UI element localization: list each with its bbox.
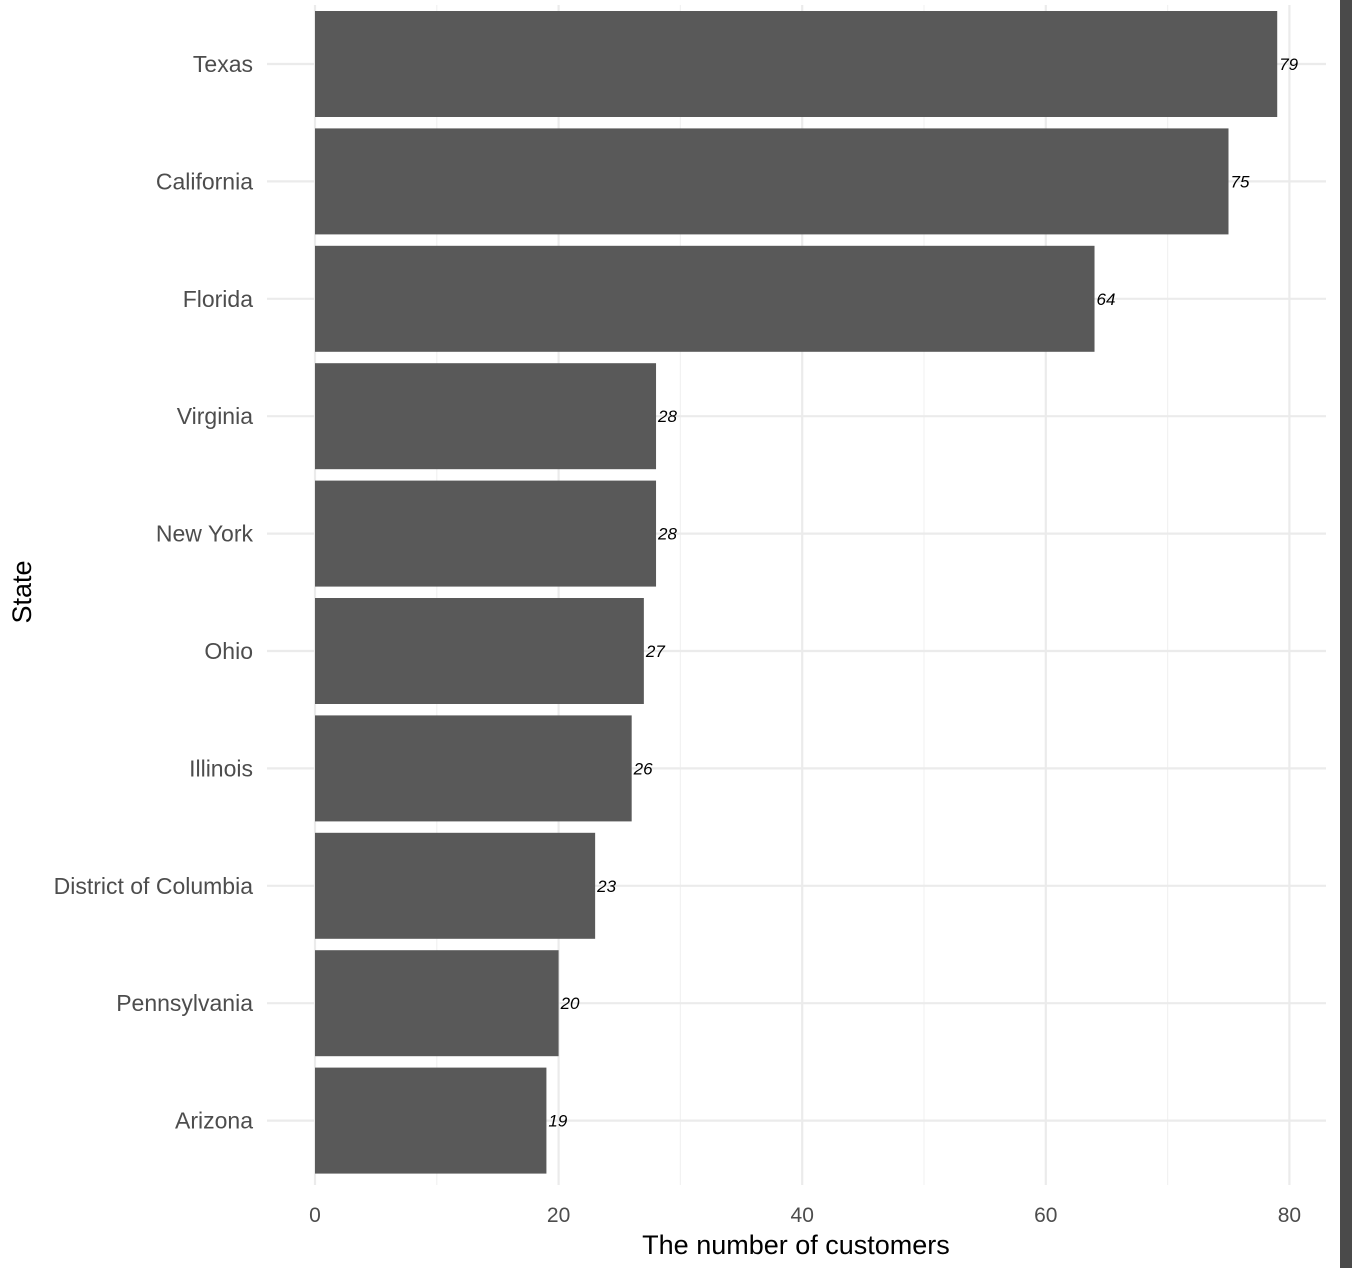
y-category-label: Pennsylvania — [116, 990, 253, 1016]
bar — [315, 245, 1095, 352]
x-tick-label: 20 — [547, 1204, 570, 1227]
data-label: 79 — [1279, 55, 1298, 74]
y-category-label: Illinois — [189, 755, 253, 781]
bar — [315, 1067, 547, 1174]
data-label: 28 — [657, 407, 677, 426]
y-category-label: Ohio — [204, 638, 253, 664]
x-tick-label: 60 — [1034, 1204, 1057, 1227]
y-axis-category-labels: Texas California Florida Virginia New York Oh… — [54, 51, 254, 1134]
y-category-label: Texas — [193, 51, 253, 77]
x-tick-label: 40 — [791, 1204, 814, 1227]
data-label: 28 — [657, 525, 677, 544]
data-label: 27 — [645, 642, 665, 661]
x-axis-title: The number of customers — [642, 1230, 950, 1260]
data-label: 23 — [596, 877, 616, 896]
y-category-label: Arizona — [175, 1108, 253, 1134]
bar — [315, 363, 657, 470]
data-labels: 79 75 64 28 28 27 26 23 20 19 — [548, 55, 1298, 1131]
y-category-label: New York — [156, 521, 254, 547]
bar — [315, 128, 1229, 235]
x-tick-label: 80 — [1278, 1204, 1301, 1227]
x-tick-label: 0 — [309, 1204, 321, 1227]
bar — [315, 11, 1278, 117]
data-label: 26 — [633, 759, 653, 778]
y-category-label: Virginia — [177, 403, 253, 429]
data-label: 20 — [560, 994, 580, 1013]
bar — [315, 480, 657, 587]
data-label: 75 — [1231, 172, 1250, 191]
y-axis-title: State — [7, 560, 37, 623]
x-axis-tick-labels: 0 20 40 60 80 — [309, 1204, 1301, 1227]
bar — [315, 832, 596, 939]
y-category-label: California — [156, 168, 253, 194]
bars — [315, 11, 1278, 1174]
bar — [315, 598, 644, 704]
y-category-label: Florida — [183, 286, 254, 312]
bar — [315, 950, 559, 1057]
window-edge-bar — [1340, 0, 1352, 1268]
data-label: 19 — [548, 1112, 567, 1131]
data-label: 64 — [1097, 290, 1116, 309]
bar — [315, 715, 632, 822]
y-category-label: District of Columbia — [54, 873, 254, 899]
